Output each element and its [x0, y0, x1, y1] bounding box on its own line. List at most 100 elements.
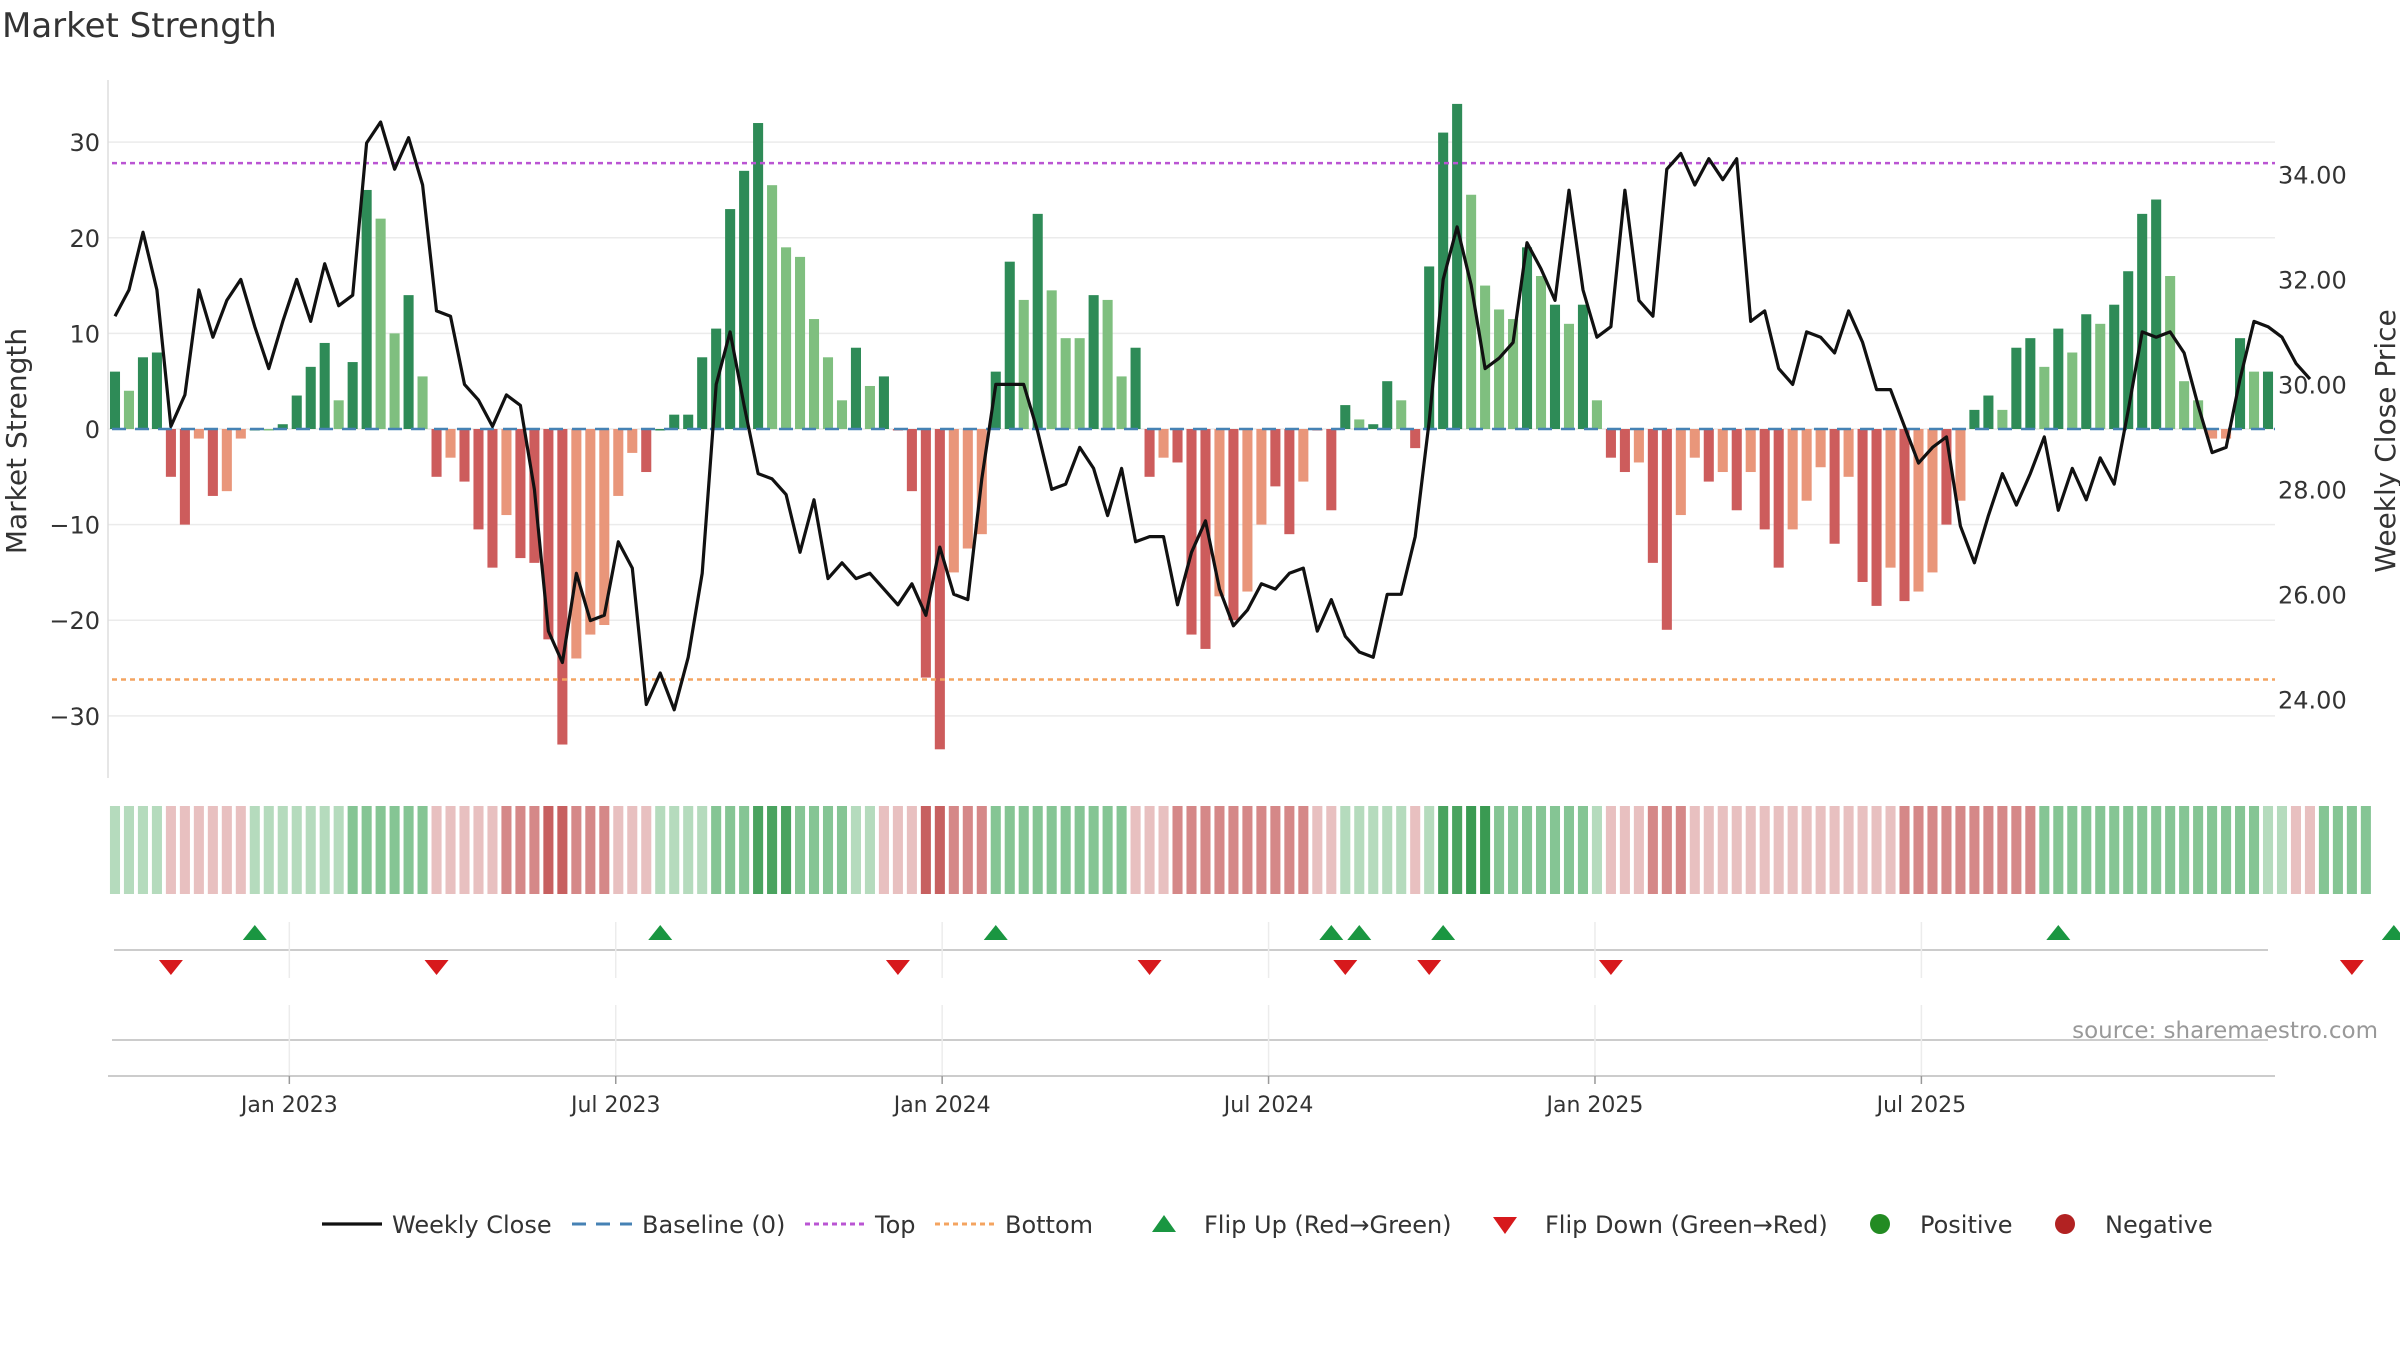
strip-cell	[1955, 806, 1966, 894]
strip-cell	[445, 806, 456, 894]
x-tick-label: Jul 2023	[569, 1093, 661, 1118]
strength-bar	[207, 429, 218, 496]
strip-cell	[2137, 806, 2148, 894]
strip-cell	[613, 806, 624, 894]
strip-cell	[2276, 806, 2288, 894]
strength-bar	[417, 376, 428, 429]
strip-cell	[543, 806, 554, 894]
x-tick-label: Jul 2024	[1222, 1093, 1314, 1118]
strip-cell	[571, 806, 582, 894]
strip-cell	[1354, 806, 1365, 894]
flip-down-marker	[1333, 960, 1358, 975]
flip-down-marker	[885, 960, 910, 975]
strength-bar	[1158, 429, 1169, 458]
strip-cell	[473, 806, 484, 894]
y2-axis-title: Weekly Close Price	[2369, 309, 2400, 572]
x-tick-label: Jan 2025	[1545, 1093, 1644, 1118]
strip-cell	[361, 806, 372, 894]
strip-cell	[333, 806, 344, 894]
strength-bar	[1032, 213, 1043, 429]
strength-bar	[781, 247, 792, 429]
strength-bar	[753, 123, 764, 429]
legend-label: Flip Down (Green→Red)	[1545, 1211, 1828, 1239]
strip-cell	[1773, 806, 1784, 894]
strip-cell	[1591, 806, 1602, 894]
lower-panel	[112, 1005, 2268, 1075]
strength-bar	[2067, 352, 2078, 429]
strength-bar	[291, 395, 302, 429]
x-tick-label: Jan 2024	[892, 1093, 991, 1118]
strength-bar	[557, 429, 568, 745]
strip-cell	[221, 806, 232, 894]
strip-cell	[2025, 806, 2036, 894]
strip-cell	[711, 806, 722, 894]
strip-cell	[641, 806, 652, 894]
strength-bar	[1703, 429, 1714, 482]
strength-bar	[1647, 429, 1658, 563]
strength-bar	[739, 170, 750, 429]
strip-cell	[976, 806, 987, 894]
strength-bar	[459, 429, 470, 482]
flip-down-marker	[1598, 960, 1623, 975]
strength-bar	[2109, 304, 2120, 429]
strength-bar	[1563, 323, 1575, 429]
strength-bar	[1102, 299, 1113, 429]
strength-bar	[1214, 429, 1225, 597]
strength-bar	[151, 352, 162, 429]
strip-cell	[2123, 806, 2134, 894]
strip-cell	[2304, 806, 2315, 894]
strength-bar	[1619, 429, 1630, 473]
strength-bar	[1913, 429, 1924, 592]
strip-cell	[1046, 806, 1057, 894]
y-axis-title: Market Strength	[0, 328, 33, 554]
strip-cell	[319, 806, 330, 894]
strength-bar	[1382, 381, 1393, 429]
strip-cell	[1270, 806, 1281, 894]
strip-cell	[1242, 806, 1253, 894]
strength-bar	[501, 429, 512, 516]
strip-cell	[990, 806, 1001, 894]
strength-bar	[1829, 429, 1840, 544]
y2-tick-label: 34.00	[2278, 161, 2347, 189]
strip-cell	[1424, 806, 1435, 894]
strip-cell	[1130, 806, 1141, 894]
strip-cell	[1703, 806, 1714, 894]
strength-bar	[1466, 194, 1477, 429]
strip-cell	[1060, 806, 1071, 894]
flip-down-marker	[158, 960, 183, 975]
strip-cell	[2318, 806, 2329, 894]
flip-down-marker	[424, 960, 449, 975]
strength-bar	[2123, 271, 2134, 429]
strength-bar	[431, 429, 442, 477]
strength-bar	[822, 357, 834, 429]
strip-cell	[2248, 806, 2260, 894]
y-tick-label: 20	[69, 225, 100, 253]
strip-cell	[2193, 806, 2204, 894]
y-tick-label: 10	[69, 320, 100, 348]
strength-bar	[920, 429, 931, 678]
strength-bar	[1843, 429, 1854, 477]
strength-bar	[1452, 103, 1463, 429]
strip-cell	[179, 806, 190, 894]
strength-bar	[1801, 429, 1812, 501]
strength-bar	[1494, 309, 1505, 429]
strip-cell	[417, 806, 428, 894]
strength-bar	[1130, 347, 1141, 429]
strip-cell	[767, 806, 778, 894]
strength-bar	[2025, 338, 2036, 429]
strip-cell	[1927, 806, 1938, 894]
strength-bar	[1885, 429, 1896, 568]
strength-bar	[962, 429, 973, 549]
legend-swatch-negative	[2055, 1214, 2075, 1234]
source-note: source: sharemaestro.com	[2072, 1018, 2378, 1044]
strip-cell	[1689, 806, 1700, 894]
strength-bar	[627, 429, 638, 453]
strength-bar	[725, 209, 736, 429]
strip-cell	[1382, 806, 1393, 894]
strength-bar	[795, 256, 806, 429]
strength-bar	[1228, 429, 1239, 621]
strip-cell	[1969, 806, 1980, 894]
strip-cell	[1535, 806, 1547, 894]
strip-cell	[165, 806, 176, 894]
